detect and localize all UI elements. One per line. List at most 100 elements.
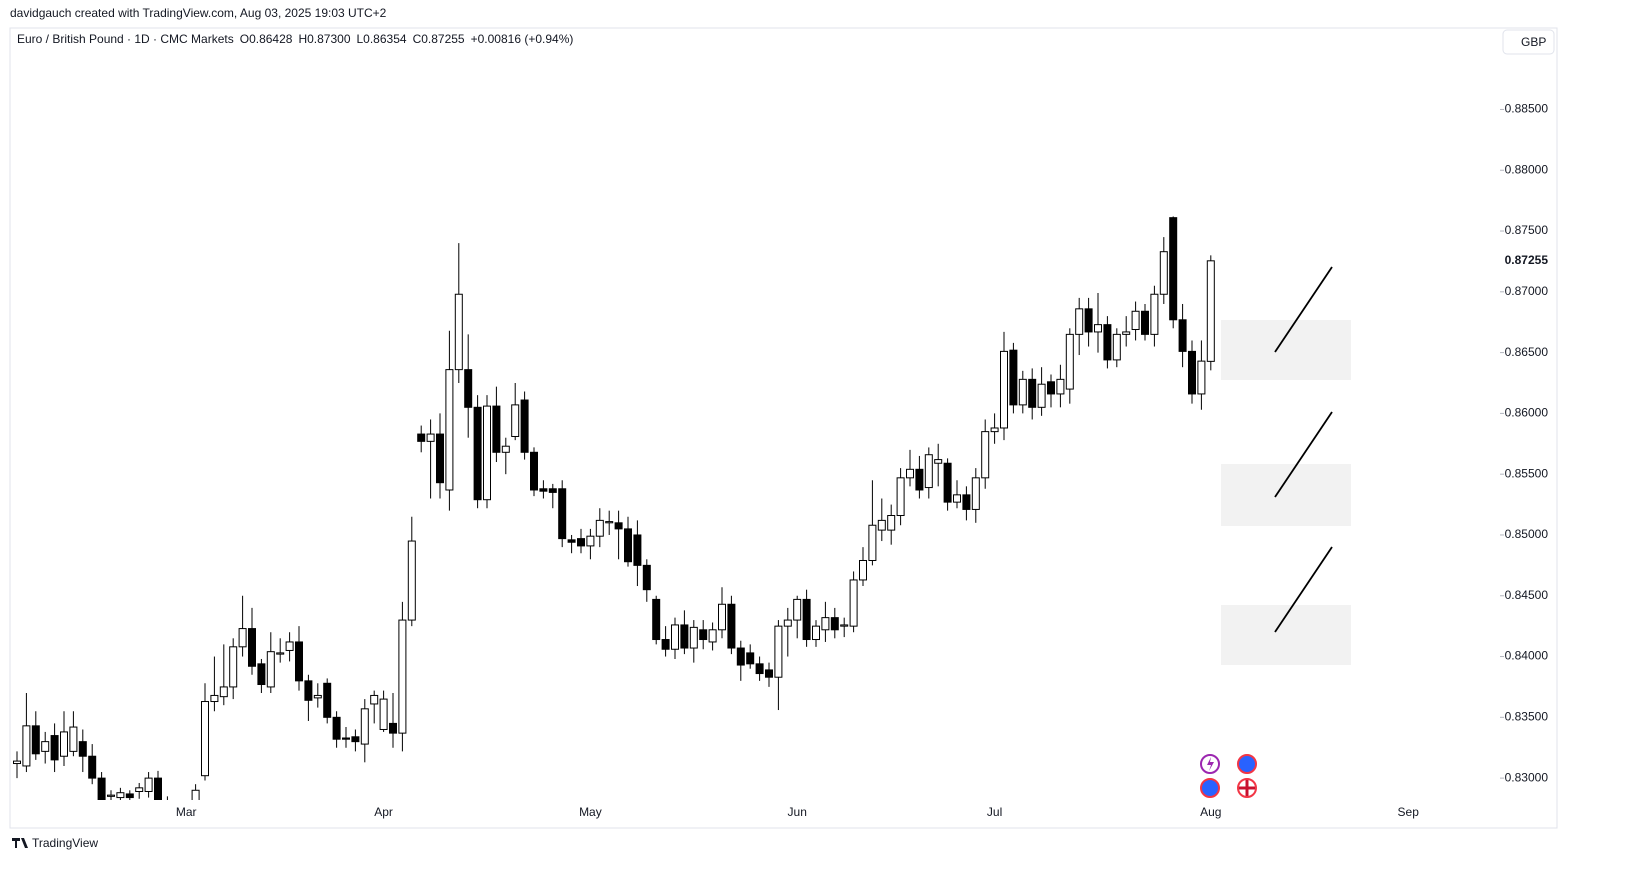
x-tick-label: Apr	[374, 805, 393, 819]
candle-body	[379, 698, 388, 730]
candle-body	[567, 539, 576, 543]
candle-body	[1103, 324, 1112, 361]
candle-body	[849, 579, 858, 627]
candle-body	[924, 454, 933, 489]
candle-body	[285, 641, 294, 651]
candle-body	[69, 726, 78, 752]
candle-body	[736, 647, 745, 666]
candle-body	[31, 725, 40, 755]
candle-body	[436, 433, 444, 484]
candle-body	[868, 524, 877, 561]
candle-body	[708, 629, 717, 643]
candle-body	[642, 564, 651, 591]
candle-body	[389, 722, 397, 734]
candle-body	[821, 617, 830, 631]
candle-body	[520, 399, 529, 453]
event-icon-glyph	[1207, 757, 1214, 771]
candle-body	[445, 369, 454, 491]
y-tick-label: 0.86500	[1505, 345, 1549, 359]
candle-body	[1150, 293, 1159, 335]
candle-body	[530, 451, 538, 491]
candle-body	[164, 802, 171, 814]
y-tick-label: 0.86000	[1505, 406, 1549, 420]
candle-body	[1018, 378, 1027, 406]
candle-body	[971, 477, 980, 510]
candle-body	[633, 534, 642, 566]
candle-body	[360, 708, 369, 745]
candle-body	[586, 535, 595, 547]
candle-body	[407, 540, 416, 621]
candle-body	[558, 488, 567, 540]
ohlc-value: C0.87255	[413, 32, 465, 46]
candle-body	[501, 445, 510, 453]
candle-body	[78, 741, 87, 757]
candle-body	[539, 488, 548, 492]
candle-body	[511, 404, 520, 437]
candle-body	[473, 406, 482, 501]
candle-body	[595, 519, 604, 537]
candle-body	[417, 433, 426, 442]
candle-body	[652, 598, 661, 641]
candle-body	[840, 624, 849, 627]
symbol-title: Euro / British Pound · 1D · CMC Markets	[17, 32, 234, 46]
candle-body	[915, 468, 924, 491]
y-tick-label: 0.83000	[1505, 770, 1549, 784]
candle-body	[727, 603, 736, 649]
candle-body	[238, 628, 247, 648]
candle-body	[370, 694, 379, 705]
candle-body	[229, 646, 238, 688]
candle-body	[1178, 319, 1187, 352]
candle-body	[699, 629, 708, 641]
ohlc-value: L0.86354	[357, 32, 407, 46]
candle-body	[1065, 333, 1074, 390]
candle-body	[210, 694, 219, 703]
event-icon-glyph	[1239, 780, 1255, 796]
candle-body	[454, 293, 463, 371]
x-tick-label: Jun	[788, 805, 807, 819]
candle-body	[1000, 350, 1008, 429]
candle-body	[41, 741, 50, 752]
candle-body	[323, 682, 332, 718]
event-icon[interactable]	[1237, 754, 1257, 774]
candle-body	[1141, 310, 1149, 335]
candle-body	[191, 789, 200, 800]
candle-body	[953, 494, 961, 503]
candle-body	[116, 792, 125, 799]
candle-body	[680, 624, 689, 649]
candle-body	[248, 628, 256, 667]
y-tick-label: 0.88500	[1505, 102, 1549, 116]
candle-body	[107, 794, 115, 797]
candle-body	[830, 617, 839, 631]
candle-body	[859, 559, 867, 581]
currency-button[interactable]	[1502, 29, 1555, 55]
y-tick-label: 0.85500	[1505, 466, 1549, 480]
attribution: davidgauch created with TradingView.com,…	[10, 6, 387, 20]
candle-body	[1047, 381, 1055, 395]
candle-body	[990, 427, 999, 433]
event-icons	[1200, 754, 1257, 798]
candle-body	[257, 663, 266, 686]
candle-body	[266, 651, 275, 688]
candle-body	[219, 686, 228, 698]
candle-body	[943, 462, 952, 503]
candle-body	[548, 488, 557, 493]
x-tick-label: Mar	[176, 805, 197, 819]
candle-body	[605, 521, 614, 524]
candle-body	[661, 639, 670, 650]
candle-body	[201, 701, 209, 777]
candle-body	[50, 735, 59, 761]
x-tick-label: Aug	[1200, 805, 1221, 819]
candle-body	[1197, 360, 1206, 395]
candle-body	[97, 777, 106, 800]
candle-body	[342, 737, 350, 740]
candle-body	[60, 731, 68, 757]
candles	[13, 216, 1215, 814]
candle-body	[135, 787, 144, 792]
candle-body	[1084, 308, 1093, 333]
brand-logo	[12, 838, 28, 848]
event-icon[interactable]	[1200, 778, 1220, 798]
candle-body	[793, 598, 802, 621]
candle-body	[1009, 349, 1018, 406]
candle-body	[313, 694, 322, 699]
